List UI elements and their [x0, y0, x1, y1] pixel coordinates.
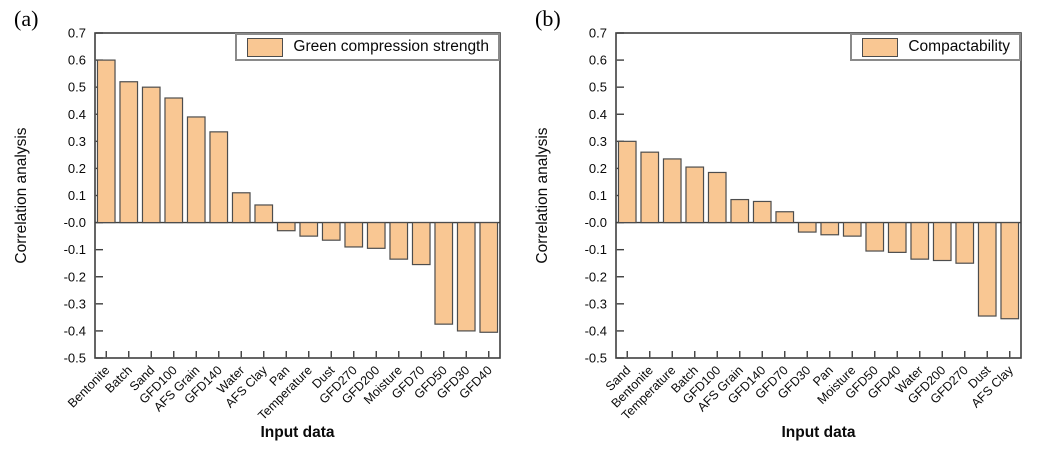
y-tick-label: 0.6	[68, 53, 86, 68]
x-axis-title-a: Input data	[260, 424, 335, 441]
y-tick-label: -0.1	[64, 242, 86, 257]
bar-gfd50	[865, 221, 885, 252]
bar-water	[910, 221, 930, 260]
y-tick-label: 0.5	[589, 80, 607, 95]
bar-dust	[977, 221, 997, 317]
y-tick-label: -0.2	[585, 269, 607, 284]
bar-pan	[820, 221, 840, 236]
plot-frame	[615, 32, 1022, 359]
y-tick-label: 0.4	[68, 107, 86, 122]
legend-swatch-icon	[862, 37, 899, 57]
legend-label-a: Green compression strength	[293, 38, 489, 55]
y-tick-label: -0.1	[585, 242, 607, 257]
bar-gfd270	[955, 221, 975, 264]
bar-afs-grain	[730, 198, 750, 224]
bar-dust	[321, 221, 341, 241]
bar-afs-grain	[186, 116, 206, 224]
y-tick-label: -0.0	[585, 215, 607, 230]
y-axis-title-b: Correlation analysis	[534, 127, 551, 264]
y-tick-label: 0.3	[589, 134, 607, 149]
bar-bentonite	[640, 151, 660, 224]
chart-a: 0.7 0.6 0.5 0.4 0.3 0.2 0.1 -0.0 -0.1 -0.2 -0.3 -0.…	[64, 26, 501, 423]
y-tick-label: 0.7	[68, 26, 86, 41]
y-tick-label: -0.3	[585, 296, 607, 311]
bar-bentonite	[96, 59, 116, 224]
bar-afs-clay	[254, 204, 274, 224]
bar-afs-clay	[1000, 221, 1020, 320]
y-tick-label: 0.1	[68, 188, 86, 203]
bar-moisture	[389, 221, 409, 260]
y-tick-label: 0.5	[68, 80, 86, 95]
panel-label-a: (a)	[14, 6, 39, 31]
y-tick-label: 0.4	[589, 107, 607, 122]
y-tick-label: 0.3	[68, 134, 86, 149]
legend-a: Green compression strength	[235, 33, 500, 61]
y-tick-label: -0.5	[64, 351, 86, 366]
bar-gfd140	[209, 131, 229, 224]
y-tick-label: -0.5	[585, 351, 607, 366]
y-tick-label: -0.3	[64, 296, 86, 311]
y-tick-label: 0.1	[589, 188, 607, 203]
bar-moisture	[842, 221, 862, 237]
legend-label-b: Compactability	[908, 38, 1010, 55]
legend-b: Compactability	[850, 33, 1021, 61]
bar-gfd70	[411, 221, 431, 266]
bar-temperature	[662, 158, 682, 224]
panel-a: (a) 0.7 0.6 0.5 0.4 0.3 0.2 0.1 -0.0 -0.1 -0.2 -0.…	[13, 6, 501, 441]
chart-b: 0.7 0.6 0.5 0.4 0.3 0.2 0.1 -0.0 -0.1 -0.2 -0.3 -0.…	[585, 26, 1022, 423]
bar-gfd40	[479, 221, 499, 333]
bar-gfd50	[434, 221, 454, 325]
bar-batch	[119, 81, 139, 224]
y-tick-label: -0.2	[64, 269, 86, 284]
bar-gfd200	[366, 221, 386, 249]
bar-gfd30	[797, 221, 817, 233]
bar-temperature	[299, 221, 319, 237]
panel-b: (b) 0.7 0.6 0.5 0.4 0.3 0.2 0.1 -0.0 -0.1 -0.2 -0.…	[521, 0, 1042, 452]
bar-sand	[617, 140, 637, 224]
y-tick-label: 0.2	[68, 161, 86, 176]
bar-gfd200	[932, 221, 952, 262]
bar-water	[231, 192, 251, 224]
bar-gfd70	[775, 211, 795, 224]
legend-swatch-icon	[247, 37, 284, 57]
y-tick-label: 0.7	[589, 26, 607, 41]
y-tick-label: -0.0	[64, 215, 86, 230]
bar-sand	[141, 86, 161, 224]
bar-gfd40	[887, 221, 907, 253]
y-axis-title-a: Correlation analysis	[13, 127, 30, 264]
bar-pan	[276, 221, 296, 232]
y-tick-label: -0.4	[585, 323, 607, 338]
bar-gfd100	[707, 171, 727, 224]
bar-gfd100	[164, 97, 184, 224]
bar-gfd270	[344, 221, 364, 248]
y-tick-label: 0.6	[589, 53, 607, 68]
bar-gfd140	[752, 200, 772, 224]
panel-label-b: (b)	[535, 6, 561, 31]
y-tick-label: -0.4	[64, 323, 86, 338]
x-axis-title-b: Input data	[781, 424, 856, 441]
y-tick-label: 0.2	[589, 161, 607, 176]
bar-gfd30	[456, 221, 476, 332]
bar-batch	[685, 166, 705, 224]
